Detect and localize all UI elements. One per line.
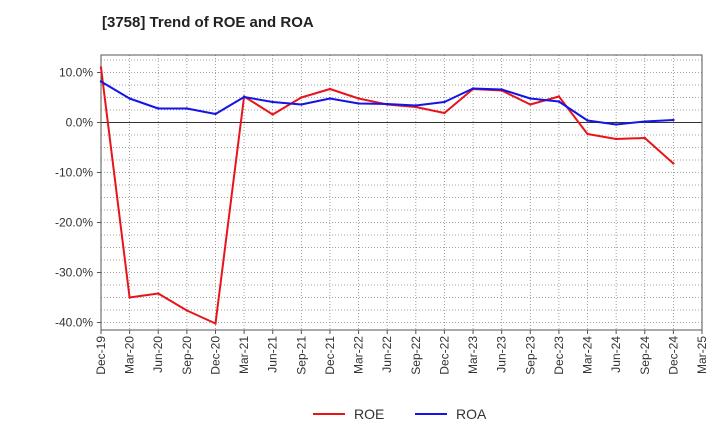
- roa-data-point: [242, 95, 246, 99]
- roe-data-point: [357, 97, 360, 100]
- roa-data-point: [328, 97, 332, 100]
- roa-data-point: [157, 107, 160, 110]
- roa-data-point: [271, 100, 274, 104]
- x-tick-label: Jun-23: [495, 336, 509, 373]
- roe-data-point: [614, 137, 618, 141]
- roe-data-point: [557, 95, 561, 98]
- roe-data-point: [328, 87, 332, 91]
- roe-data-point: [529, 103, 532, 106]
- roa-data-point: [185, 107, 189, 110]
- x-tick-label: Sep-21: [294, 336, 308, 375]
- roa-data-point: [128, 97, 131, 100]
- roa-data-point: [672, 118, 675, 122]
- x-tick-label: Dec-23: [552, 336, 566, 375]
- x-tick-label: Sep-22: [409, 336, 423, 375]
- roe-data-point: [586, 132, 589, 136]
- x-tick-label: Dec-19: [94, 336, 108, 375]
- roa-data-point: [443, 100, 446, 104]
- x-tick-label: Mar-24: [581, 336, 595, 374]
- y-tick-label: -40.0%: [55, 316, 93, 330]
- roa-data-point: [614, 123, 618, 126]
- x-tick-label: Dec-22: [437, 336, 451, 375]
- x-tick-label: Mar-22: [352, 336, 366, 374]
- legend-label-roe: ROE: [354, 406, 384, 422]
- roa-data-point: [214, 112, 217, 116]
- roe-data-point: [672, 162, 675, 165]
- x-tick-label: Jun-24: [609, 336, 623, 373]
- y-tick-label: -30.0%: [55, 266, 93, 280]
- x-tick-label: Sep-23: [523, 336, 537, 375]
- x-tick-label: Dec-20: [208, 336, 222, 375]
- roa-data-point: [500, 88, 503, 91]
- roe-data-point: [300, 96, 303, 99]
- chart-title: [3758] Trend of ROE and ROA: [102, 14, 314, 31]
- roa-data-point: [385, 102, 389, 106]
- y-tick-label: 10.0%: [59, 66, 93, 80]
- x-tick-label: Mar-21: [237, 336, 251, 374]
- plot-area: [101, 55, 702, 330]
- roe-data-point: [214, 322, 217, 325]
- roe-data-point: [271, 113, 274, 116]
- roa-data-point: [414, 104, 418, 107]
- x-tick-label: Jun-22: [380, 336, 394, 373]
- x-tick-label: Sep-24: [638, 336, 652, 375]
- roa-data-point: [357, 102, 360, 105]
- x-tick-label: Mar-25: [695, 336, 709, 374]
- plot-border: [100, 54, 703, 331]
- roe-data-point: [443, 111, 446, 115]
- roa-data-point: [300, 103, 303, 106]
- roa-data-point: [99, 80, 103, 83]
- roe-data-point: [185, 309, 189, 312]
- roe-data-point: [643, 136, 646, 140]
- y-tick-label: -20.0%: [55, 216, 93, 230]
- roe-data-point: [157, 292, 160, 295]
- legend-label-roa: ROA: [456, 406, 487, 422]
- roe-data-point: [99, 66, 103, 69]
- y-tick-label: 0.0%: [66, 116, 94, 130]
- x-tick-label: Jun-20: [151, 336, 165, 373]
- roa-data-point: [529, 97, 532, 100]
- roa-data-point: [471, 87, 475, 90]
- roa-data-point: [643, 120, 646, 123]
- x-tick-label: Dec-21: [323, 336, 337, 375]
- roa-data-point: [586, 119, 589, 122]
- y-tick-label: -10.0%: [55, 166, 93, 180]
- x-tick-label: Mar-23: [466, 336, 480, 374]
- roa-data-point: [557, 100, 561, 103]
- roe-data-point: [128, 296, 131, 299]
- x-tick-label: Mar-20: [123, 336, 137, 374]
- x-tick-label: Sep-20: [180, 336, 194, 375]
- x-tick-label: Jun-21: [266, 336, 280, 373]
- x-tick-label: Dec-24: [666, 336, 680, 375]
